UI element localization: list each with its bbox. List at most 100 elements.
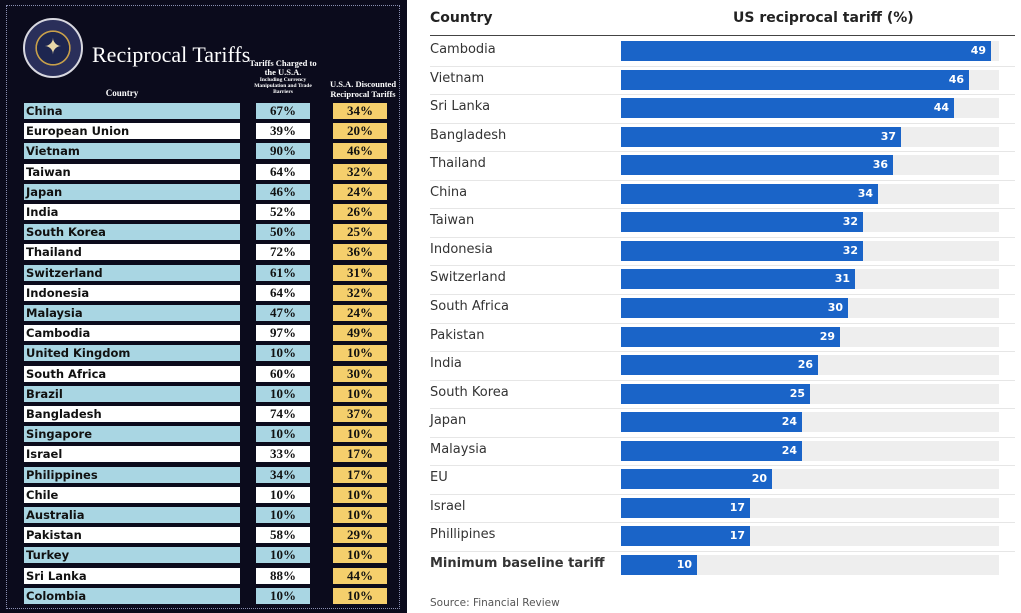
row-tariff-charged: 34%: [256, 466, 310, 483]
row-country: Turkey: [24, 547, 240, 564]
row-country: Malaysia: [24, 305, 240, 321]
row-tariff-discounted: 10%: [333, 345, 387, 362]
bar: [621, 326, 840, 347]
row-separator: [430, 379, 1015, 381]
category-label: Pakistan: [430, 327, 485, 343]
row-tariff-discounted: 17%: [333, 466, 387, 483]
bar-value-label: 49: [970, 44, 986, 57]
row-tariff-discounted: 24%: [333, 305, 387, 321]
row-tariff-discounted: 20%: [333, 123, 387, 140]
row-country: Taiwan: [24, 163, 240, 180]
panel-title: Reciprocal Tariffs: [92, 42, 251, 67]
row-country: Australia: [24, 507, 240, 523]
category-label: Indonesia: [430, 241, 493, 257]
row-country: Indonesia: [24, 284, 240, 301]
bar: [621, 497, 750, 518]
row-country: Sri Lanka: [24, 567, 240, 584]
row-country: Switzerland: [24, 264, 240, 281]
bar-value-label: 36: [872, 158, 888, 172]
bar: [621, 212, 863, 233]
row-tariff-discounted: 37%: [333, 406, 387, 422]
bar: [621, 469, 772, 490]
row-tariff-discounted: 34%: [333, 103, 387, 119]
row-tariff-charged: 47%: [256, 305, 310, 321]
row-country: Thailand: [24, 244, 240, 261]
row-country: Chile: [24, 486, 240, 503]
row-tariff-charged: 10%: [256, 507, 310, 523]
charged-header-title: Tariffs Charged to the U.S.A.: [249, 58, 317, 77]
bar: [621, 155, 893, 176]
row-separator: [430, 208, 1015, 210]
category-label: Cambodia: [430, 42, 496, 57]
chart-country-header: Country: [430, 10, 493, 26]
row-separator: [430, 436, 1015, 438]
category-label: South Korea: [430, 384, 509, 400]
reciprocal-tariffs-panel: ✦ Reciprocal Tariffs Country Tariffs Cha…: [0, 0, 407, 613]
bar-value-label: 17: [729, 529, 745, 543]
row-tariff-charged: 64%: [256, 163, 310, 180]
row-tariff-charged: 50%: [256, 224, 310, 241]
category-label: Taiwan: [430, 213, 475, 229]
category-label: Thailand: [430, 156, 486, 172]
bar-value-label: 37: [880, 129, 896, 143]
row-tariff-discounted: 44%: [333, 567, 387, 584]
bar-value-label: 44: [933, 101, 949, 115]
bar-value-label: 20: [751, 472, 767, 486]
row-separator: [430, 351, 1015, 353]
row-tariff-charged: 74%: [256, 406, 310, 422]
bar-value-label: 32: [842, 243, 858, 257]
category-label: South Africa: [430, 298, 509, 314]
country-column-header: Country: [105, 88, 139, 98]
bar-track: [621, 554, 999, 575]
bar-value-label: 29: [819, 329, 835, 343]
row-separator: [430, 293, 1015, 295]
row-tariff-charged: 10%: [256, 486, 310, 503]
row-tariff-discounted: 26%: [333, 204, 387, 220]
row-tariff-charged: 52%: [256, 204, 310, 220]
row-country: South Korea: [24, 224, 240, 241]
bar: [621, 269, 855, 290]
row-country: Pakistan: [24, 527, 240, 544]
row-separator: [430, 236, 1015, 238]
row-tariff-discounted: 17%: [333, 446, 387, 463]
row-tariff-discounted: 29%: [333, 527, 387, 544]
category-label: China: [430, 184, 468, 200]
bar: [621, 412, 802, 433]
category-label: Minimum baseline tariff: [430, 555, 605, 571]
bar-value-label: 17: [729, 500, 745, 514]
row-tariff-discounted: 46%: [333, 143, 387, 160]
bar: [621, 98, 954, 119]
bar: [621, 240, 863, 261]
category-label: Phillipines: [430, 527, 496, 543]
discounted-column-header: U.S.A. Discounted Reciprocal Tariffs: [329, 79, 397, 99]
row-separator: [430, 550, 1015, 552]
row-tariff-charged: 39%: [256, 123, 310, 140]
bar-value-label: 34: [857, 186, 873, 200]
row-tariff-discounted: 10%: [333, 507, 387, 523]
row-tariff-charged: 64%: [256, 284, 310, 301]
row-tariff-charged: 97%: [256, 325, 310, 342]
row-separator: [430, 179, 1015, 181]
bar-value-label: 25: [789, 386, 805, 400]
category-label: Bangladesh: [430, 127, 507, 143]
category-label: Sri Lanka: [430, 99, 491, 115]
row-tariff-charged: 10%: [256, 345, 310, 362]
category-label: EU: [430, 470, 448, 486]
row-separator: [430, 493, 1015, 495]
row-country: Brazil: [24, 385, 240, 402]
row-tariff-charged: 10%: [256, 547, 310, 564]
row-tariff-charged: 58%: [256, 527, 310, 544]
header-rule: [430, 35, 1015, 36]
row-tariff-charged: 10%: [256, 587, 310, 604]
bar: [621, 383, 810, 404]
row-country: Japan: [24, 183, 240, 200]
row-tariff-charged: 10%: [256, 426, 310, 443]
row-tariff-charged: 67%: [256, 103, 310, 119]
presidential-seal-icon: ✦: [23, 18, 83, 78]
row-tariff-charged: 33%: [256, 446, 310, 463]
row-tariff-discounted: 49%: [333, 325, 387, 342]
bar: [621, 526, 750, 547]
row-tariff-discounted: 10%: [333, 426, 387, 443]
category-label: Japan: [430, 413, 467, 429]
row-tariff-charged: 61%: [256, 264, 310, 281]
